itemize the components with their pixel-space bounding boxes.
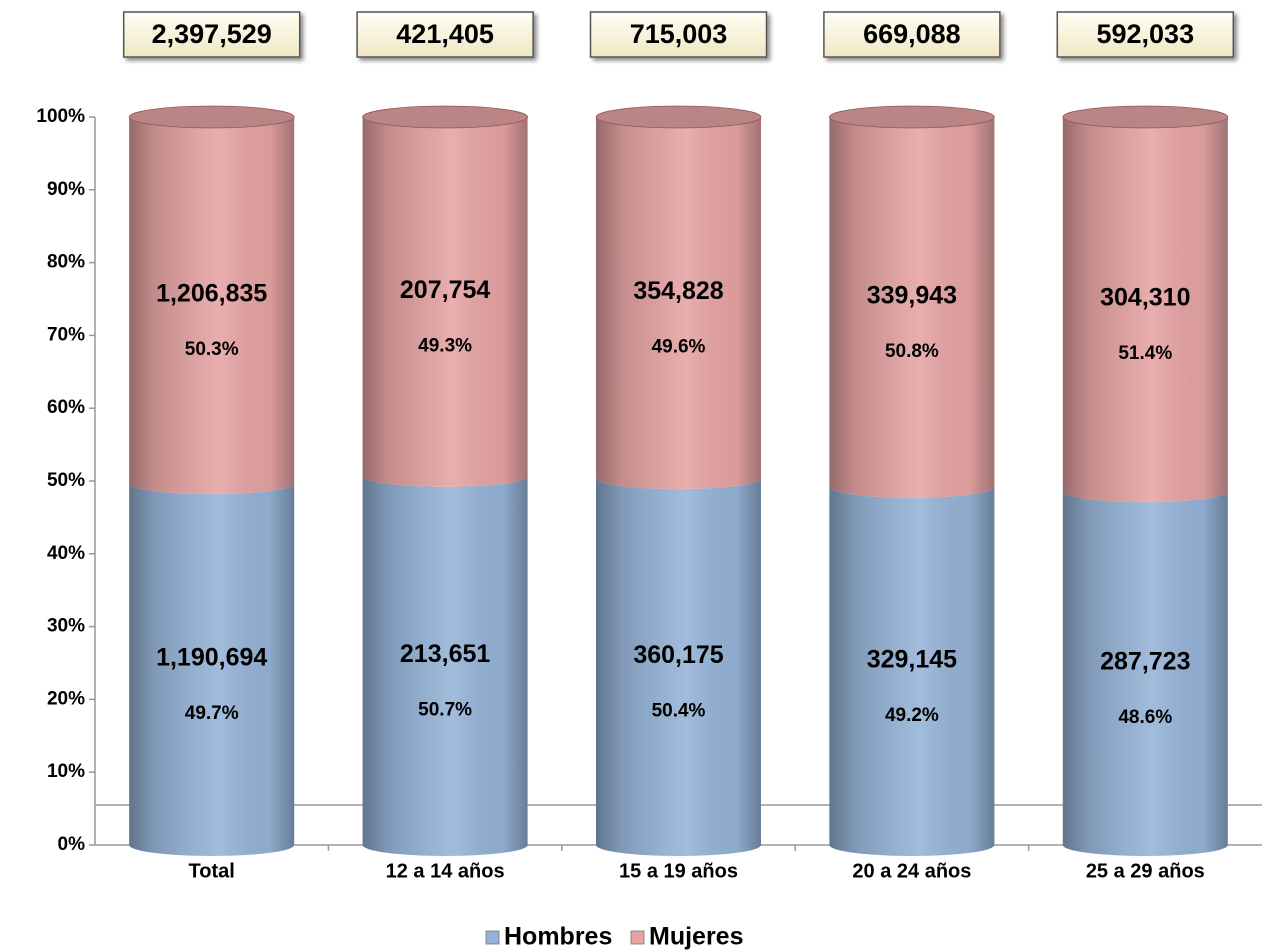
legend-swatch: [485, 930, 500, 945]
y-tick-label: 80%: [47, 252, 85, 273]
bar-top-shade: [1062, 106, 1228, 128]
y-tick-label: 60%: [47, 397, 85, 418]
count-label: 207,754: [400, 276, 490, 304]
y-tick-label: 40%: [47, 543, 85, 564]
total-box: 421,405: [356, 11, 534, 58]
total-box-frame: [823, 11, 1001, 58]
value-label: 51.4%: [1118, 343, 1172, 364]
x-tick-label: 25 a 29 años: [1086, 860, 1205, 882]
count-label: 354,828: [633, 277, 723, 305]
total-box-frame: [122, 11, 301, 58]
total-label: 421,405: [396, 19, 494, 49]
total-box-frame: [356, 11, 534, 58]
bar-top-shade: [829, 106, 995, 128]
total-box: 669,088: [823, 11, 1001, 58]
value-label: 50.4%: [652, 701, 706, 722]
bar-top: [362, 105, 529, 129]
y-tick-label: 100%: [36, 106, 85, 127]
value-label: 50.7%: [418, 699, 472, 720]
total-box-frame: [589, 11, 768, 58]
total-label: 715,003: [630, 19, 728, 49]
total-box: 592,033: [1056, 11, 1235, 58]
legend-label: Mujeres: [649, 923, 743, 951]
y-tick-label: 20%: [47, 688, 85, 709]
count-label: 339,943: [867, 282, 957, 310]
y-tick-label: 30%: [47, 616, 85, 637]
total-box: 715,003: [589, 11, 768, 58]
y-tick-label: 50%: [47, 470, 85, 491]
total-label: 592,033: [1096, 19, 1194, 49]
value-label: 50.8%: [885, 341, 939, 362]
value-label: 48.6%: [1118, 707, 1172, 728]
total-box: 2,397,529: [122, 11, 301, 58]
y-tick-label: 0%: [58, 834, 86, 855]
value-label: 49.7%: [185, 703, 239, 724]
count-label: 213,651: [400, 640, 490, 668]
legend-swatch: [630, 930, 645, 945]
bar-top: [595, 105, 762, 129]
x-tick-label: 15 a 19 años: [619, 860, 738, 882]
total-label: 669,088: [863, 19, 961, 49]
legend-label: Hombres: [504, 923, 612, 951]
value-label: 49.2%: [885, 705, 939, 726]
value-label: 50.3%: [185, 339, 239, 360]
bar-top: [829, 105, 995, 129]
total-box-frame: [1056, 11, 1235, 58]
bar-top: [1062, 105, 1229, 129]
count-label: 1,190,694: [156, 644, 267, 672]
count-label: 1,206,835: [156, 280, 267, 308]
bar-top-shade: [362, 106, 528, 128]
count-label: 304,310: [1100, 284, 1190, 312]
count-label: 360,175: [633, 641, 723, 669]
y-tick-label: 10%: [47, 761, 85, 782]
x-tick-label: 12 a 14 años: [386, 860, 505, 882]
count-label: 287,723: [1100, 648, 1190, 676]
y-tick-label: 90%: [47, 179, 85, 200]
total-label: 2,397,529: [152, 19, 272, 49]
y-tick-label: 70%: [47, 324, 85, 345]
value-label: 49.6%: [652, 337, 706, 358]
bar-top-shade: [596, 106, 761, 128]
x-tick-label: 20 a 24 años: [852, 860, 971, 882]
value-label: 49.3%: [418, 335, 472, 356]
bar-top: [128, 105, 295, 129]
bar-top-shade: [129, 106, 295, 128]
x-tick-label: Total: [189, 860, 235, 882]
count-label: 329,145: [867, 646, 957, 674]
